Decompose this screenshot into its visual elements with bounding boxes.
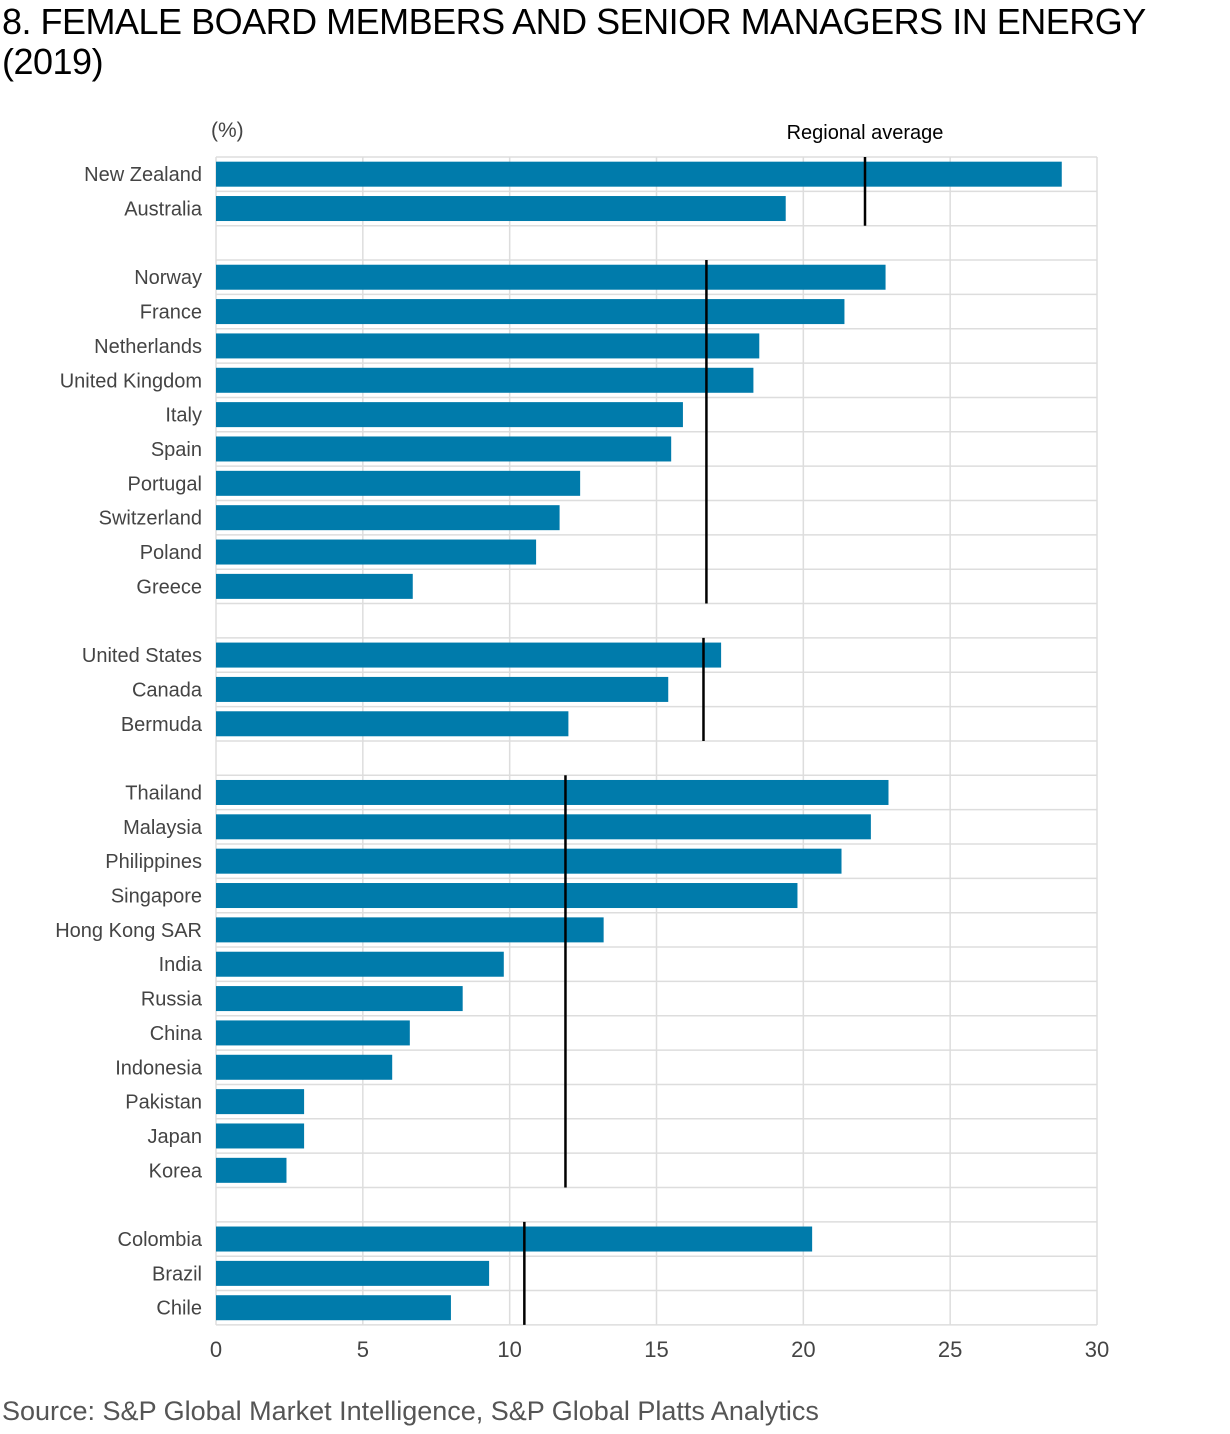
bar — [216, 779, 889, 805]
category-label: Colombia — [118, 1229, 203, 1251]
x-tick-label: 15 — [644, 1337, 668, 1362]
category-label: Hong Kong SAR — [55, 920, 202, 942]
x-tick-label: 5 — [357, 1337, 369, 1362]
bar — [216, 539, 537, 565]
bar — [216, 402, 683, 428]
category-label: United States — [82, 645, 202, 667]
category-label: Pakistan — [125, 1092, 202, 1114]
regional-average-label: Regional average — [787, 122, 944, 144]
x-tick-label: 25 — [938, 1337, 962, 1362]
category-label: Switzerland — [99, 508, 202, 530]
category-label: Netherlands — [94, 336, 202, 358]
average-layer — [523, 157, 867, 1325]
bar — [216, 848, 842, 874]
category-label: Brazil — [152, 1263, 202, 1285]
bar — [216, 1226, 813, 1252]
bar — [216, 299, 845, 325]
category-label: Portugal — [128, 473, 203, 495]
bar — [216, 161, 1062, 187]
bar — [216, 1123, 305, 1149]
category-label: Poland — [140, 542, 202, 564]
category-label: Bermuda — [121, 714, 203, 736]
category-label: Philippines — [105, 851, 202, 873]
category-label: Indonesia — [115, 1057, 203, 1079]
category-label: Korea — [149, 1160, 203, 1182]
source-note: Source: S&P Global Market Intelligence, … — [2, 1396, 819, 1426]
bar — [216, 951, 504, 977]
category-label: Italy — [165, 405, 202, 427]
bar — [216, 917, 604, 943]
category-label: New Zealand — [84, 164, 202, 186]
grid-layer — [215, 156, 1098, 1326]
category-label: Japan — [148, 1126, 203, 1148]
category-label: Malaysia — [123, 817, 203, 839]
category-label: France — [140, 302, 202, 324]
category-label: Thailand — [125, 782, 202, 804]
bar — [216, 505, 560, 531]
bar — [216, 711, 569, 737]
bar — [216, 436, 672, 462]
category-label: Spain — [151, 439, 202, 461]
bar — [216, 264, 886, 290]
bar — [216, 642, 722, 668]
bar — [216, 573, 413, 599]
category-label: China — [150, 1023, 203, 1045]
bar — [216, 196, 786, 222]
bar — [216, 986, 463, 1012]
x-tick-label: 30 — [1085, 1337, 1109, 1362]
category-label: Greece — [136, 576, 202, 598]
bar — [216, 1157, 287, 1183]
bar-layer — [216, 161, 1062, 1321]
bar — [216, 676, 669, 702]
bar — [216, 333, 760, 359]
bar — [216, 1295, 451, 1321]
category-label: India — [159, 954, 203, 976]
category-label: Canada — [132, 679, 203, 701]
category-label: Russia — [141, 989, 203, 1011]
bar — [216, 814, 871, 840]
bar — [216, 1054, 393, 1080]
category-label: Singapore — [111, 886, 202, 908]
bar — [216, 1020, 410, 1046]
category-label: Australia — [124, 199, 203, 221]
category-label: Norway — [134, 267, 202, 289]
category-label: United Kingdom — [60, 370, 202, 392]
bar — [216, 1260, 490, 1286]
x-tick-label: 20 — [791, 1337, 815, 1362]
label-layer: 0 5 10 15 20 25 30 New Zealand Australia Norway Fr… — [55, 164, 1109, 1362]
bar — [216, 1089, 305, 1115]
unit-label: (%) — [211, 119, 244, 142]
x-tick-label: 10 — [497, 1337, 521, 1362]
chart-title: 8. FEMALE BOARD MEMBERS AND SENIOR MANAG… — [2, 1, 1146, 82]
category-label: Chile — [156, 1298, 202, 1320]
bar — [216, 470, 581, 496]
x-tick-label: 0 — [210, 1337, 222, 1362]
bar — [216, 367, 754, 393]
bar — [216, 883, 798, 909]
